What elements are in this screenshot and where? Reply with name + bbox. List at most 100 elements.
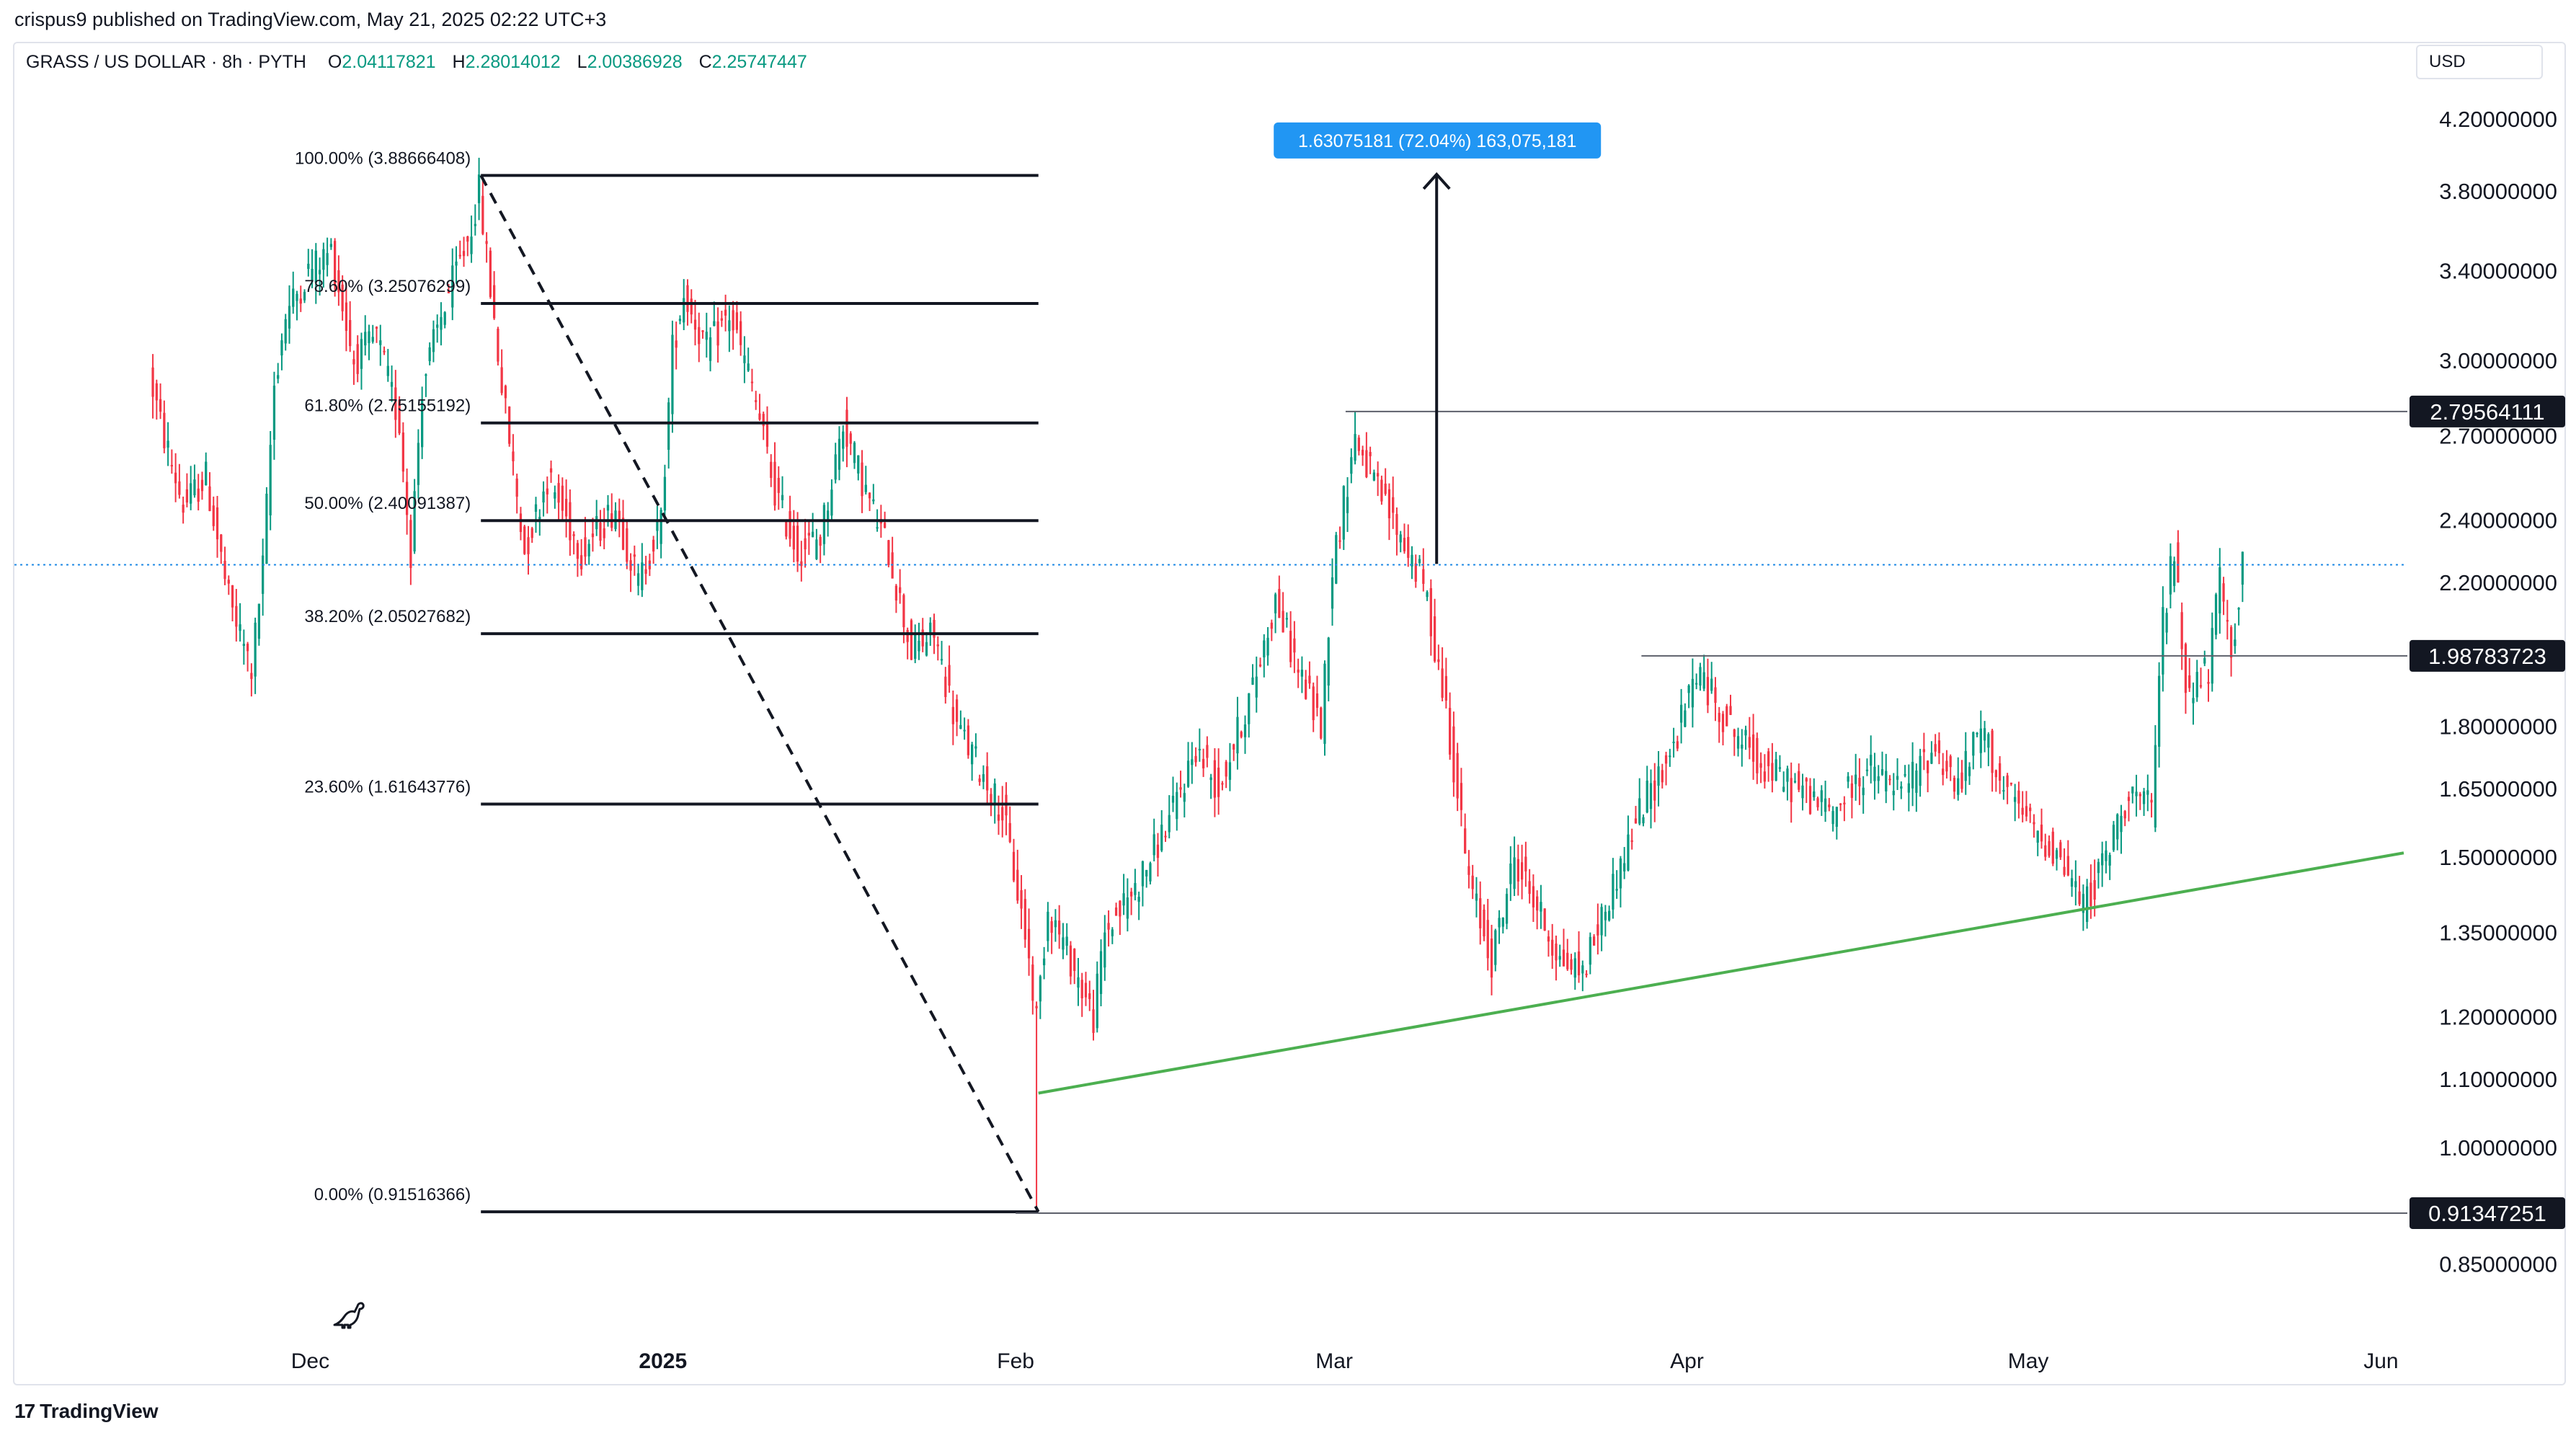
candle-body <box>1892 791 1895 796</box>
candle-body <box>1221 783 1224 785</box>
candle-body <box>557 483 560 503</box>
candle-body <box>368 331 370 344</box>
candle-body <box>193 479 196 496</box>
candle-body <box>1206 745 1209 758</box>
candle-body <box>1679 704 1683 723</box>
candle-body <box>929 622 932 634</box>
candle-body <box>1372 472 1376 481</box>
high-label: H <box>452 52 466 72</box>
candle-body <box>284 319 287 344</box>
candle-body <box>740 321 742 345</box>
candle-body <box>644 569 647 574</box>
price-tag: 2.79564111 <box>2410 395 2565 427</box>
candle-body <box>1323 663 1326 744</box>
candle-body <box>205 461 208 486</box>
candle-body <box>1808 786 1812 815</box>
candle-body <box>212 505 215 526</box>
candle-body <box>1551 939 1554 956</box>
candle-body <box>254 622 257 677</box>
candle-body <box>1767 751 1770 766</box>
candle-body <box>876 527 879 529</box>
tradingview-logo[interactable]: 17 TradingView <box>14 1400 159 1423</box>
candle-body <box>2033 822 2035 825</box>
candle-body <box>1243 724 1247 737</box>
candle-body <box>1672 741 1675 743</box>
symbol-name[interactable]: GRASS / US DOLLAR · 8h · PYTH <box>26 52 306 72</box>
candle-body <box>1653 780 1656 801</box>
candle-body <box>811 531 814 538</box>
dinosaur-icon[interactable] <box>329 1292 369 1332</box>
candle-body <box>1471 875 1474 889</box>
candle-body <box>2063 866 2066 875</box>
candle-body <box>1945 760 1948 772</box>
candle-body <box>796 525 799 562</box>
candle-body <box>1915 770 1918 793</box>
candle-body <box>163 412 166 448</box>
candle-body <box>1460 783 1463 810</box>
x-tick-label: Apr <box>1670 1349 1704 1373</box>
candle-body <box>762 414 765 427</box>
candle-body <box>1540 902 1542 912</box>
candle-body <box>534 504 538 513</box>
candle-body <box>1289 631 1292 662</box>
candle-body <box>1998 763 2002 781</box>
candle-body <box>296 293 298 301</box>
candle-body <box>970 744 974 765</box>
candle-body <box>398 399 401 434</box>
candle-body <box>265 493 268 564</box>
candle-body <box>1524 856 1527 871</box>
candle-body <box>2192 698 2195 704</box>
candle-body <box>978 778 981 782</box>
candle-body <box>1012 851 1016 881</box>
candle-body <box>1691 678 1695 708</box>
candle-body <box>1407 536 1410 558</box>
fib-trend-line <box>479 174 1040 1213</box>
candle-body <box>2066 856 2069 876</box>
symbol-legend[interactable]: GRASS / US DOLLAR · 8h · PYTH O2.0411782… <box>26 52 819 73</box>
candle-body <box>1357 438 1360 451</box>
candle-body <box>1907 783 1910 793</box>
fib-level-label: 50.00% (2.40091387) <box>304 494 471 513</box>
candle-body <box>1278 589 1281 618</box>
candle-body <box>2199 685 2203 687</box>
candle-body <box>698 327 701 345</box>
candle-body <box>785 520 788 537</box>
candle-body <box>231 585 234 608</box>
candle-body <box>1213 760 1217 798</box>
candle-body <box>1248 693 1251 724</box>
candle-body <box>1297 669 1300 673</box>
candle-body <box>508 407 511 444</box>
candle-body <box>2093 880 2096 900</box>
candle-body <box>1365 450 1368 477</box>
price-tag-box <box>2410 639 2565 672</box>
candle-body <box>2021 807 2024 815</box>
candle-body <box>1865 769 1869 771</box>
low-value: 2.00386928 <box>587 52 683 72</box>
candle-body <box>2123 811 2126 819</box>
candle-body <box>269 445 272 515</box>
candle-body <box>1429 587 1432 636</box>
candle-body <box>830 489 833 516</box>
candle-body <box>2006 775 2009 787</box>
candle-body <box>1547 936 1550 942</box>
candle-body <box>1335 535 1338 584</box>
candle-body <box>1964 750 1967 781</box>
candle-body <box>2138 794 2141 797</box>
candle-body <box>1953 778 1956 792</box>
candle-body <box>1300 670 1304 677</box>
candle-body <box>1042 958 1046 966</box>
candle-body <box>1623 863 1626 871</box>
candle-body <box>1452 726 1455 783</box>
currency-selector[interactable]: USD <box>2416 45 2543 79</box>
candle-body <box>314 250 317 283</box>
candle-body <box>1555 943 1558 961</box>
candle-body <box>1778 767 1782 769</box>
candle-body <box>656 519 659 531</box>
candle-body <box>1145 869 1148 877</box>
candle-body <box>326 253 329 265</box>
candle-body <box>182 505 185 513</box>
candle-body <box>519 513 523 533</box>
price-tag: 0.91347251 <box>2410 1197 2565 1229</box>
candle-body <box>262 555 265 594</box>
